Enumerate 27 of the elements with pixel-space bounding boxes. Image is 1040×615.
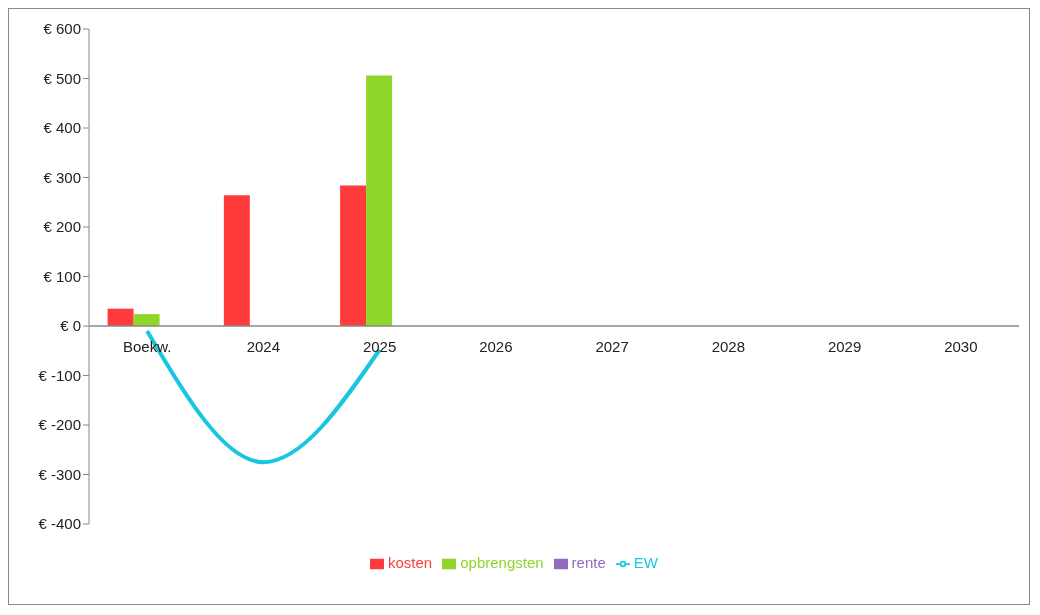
y-tick-label: € 400 — [43, 119, 81, 137]
bar — [107, 308, 134, 326]
y-tick-label: € 600 — [43, 20, 81, 38]
x-tick-label: 2027 — [595, 338, 629, 355]
y-tick-label: € -400 — [38, 515, 81, 533]
x-tick-label: 2028 — [711, 338, 746, 355]
legend-label: EW — [633, 554, 658, 571]
bar — [340, 185, 367, 326]
x-tick-label: 2025 — [362, 338, 397, 355]
y-tick-label: € 100 — [43, 267, 81, 285]
x-tick-label: 2030 — [944, 338, 978, 355]
y-tick-label: € 300 — [43, 168, 81, 186]
bar — [366, 75, 393, 326]
legend-label: kosten — [388, 554, 433, 571]
y-tick-label: € -100 — [38, 366, 81, 384]
legend-label: opbrengsten — [460, 554, 544, 571]
legend-label: rente — [571, 554, 606, 571]
bar — [133, 314, 160, 326]
bar — [223, 195, 250, 326]
x-tick-label: 2029 — [827, 338, 862, 355]
y-tick-label: € -200 — [38, 416, 81, 434]
x-tick-label: 2024 — [246, 338, 281, 355]
y-tick-label: € 200 — [43, 218, 81, 236]
y-tick-label: € 0 — [60, 317, 81, 335]
y-tick-label: € -300 — [38, 465, 81, 483]
y-tick-label: € 500 — [43, 69, 81, 87]
x-tick-label: 2026 — [479, 338, 513, 355]
